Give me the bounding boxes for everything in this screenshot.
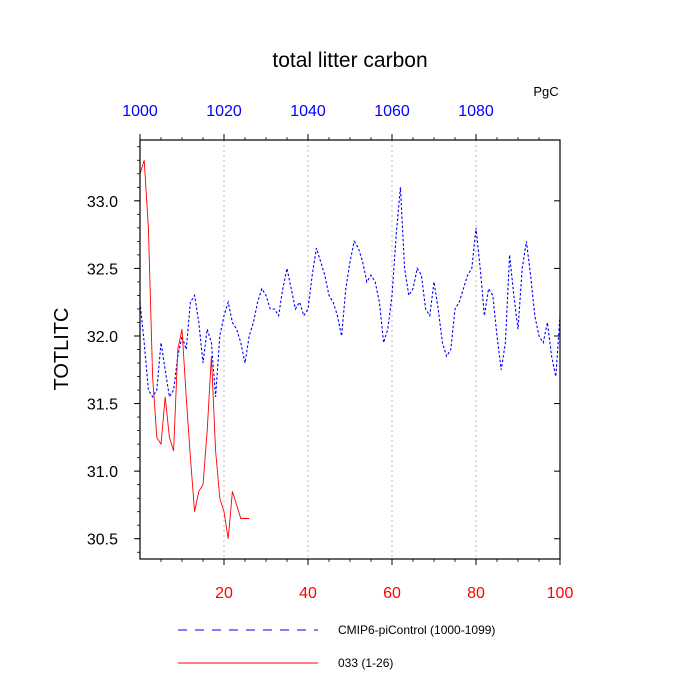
y-tick-label-5: 33.0 bbox=[87, 194, 118, 211]
y-axis-label: TOTLITC bbox=[51, 308, 73, 391]
x-tick-label-top-3: 1060 bbox=[374, 103, 410, 120]
y-tick-label-4: 32.5 bbox=[87, 261, 118, 278]
x-tick-label-bottom-3: 80 bbox=[467, 585, 485, 602]
tick-labels: 30.5 31.0 31.5 32.0 32.5 33.0 20 40 60 80 100 1000 1… bbox=[87, 103, 574, 602]
chart-title: total litter carbon bbox=[272, 49, 427, 72]
units-label: PgC bbox=[533, 84, 558, 99]
x-tick-label-bottom-1: 40 bbox=[299, 585, 317, 602]
grid-lines bbox=[223, 140, 477, 559]
plot-frame bbox=[139, 139, 561, 560]
legend-label-series-1: CMIP6-piControl (1000-1099) bbox=[338, 623, 495, 637]
x-tick-label-bottom-0: 20 bbox=[215, 585, 233, 602]
series-line-2 bbox=[139, 160, 250, 539]
y-tick-label-1: 31.0 bbox=[87, 464, 118, 481]
x-tick-label-top-0: 1000 bbox=[122, 103, 158, 120]
x-tick-label-bottom-2: 60 bbox=[383, 585, 401, 602]
y-tick-label-2: 31.5 bbox=[87, 397, 118, 414]
axis-ticks bbox=[134, 134, 561, 565]
y-tick-label-3: 32.0 bbox=[87, 329, 118, 346]
x-tick-label-bottom-4: 100 bbox=[547, 585, 574, 602]
x-tick-label-top-2: 1040 bbox=[290, 103, 326, 120]
legend: CMIP6-piControl (1000-1099) 033 (1-26) bbox=[178, 623, 495, 670]
x-tick-label-top-1: 1020 bbox=[206, 103, 242, 120]
data-series bbox=[139, 160, 561, 539]
series-line-1 bbox=[139, 187, 561, 399]
x-tick-label-top-4: 1080 bbox=[458, 103, 494, 120]
y-tick-label-0: 30.5 bbox=[87, 532, 118, 549]
legend-label-series-2: 033 (1-26) bbox=[338, 656, 393, 670]
